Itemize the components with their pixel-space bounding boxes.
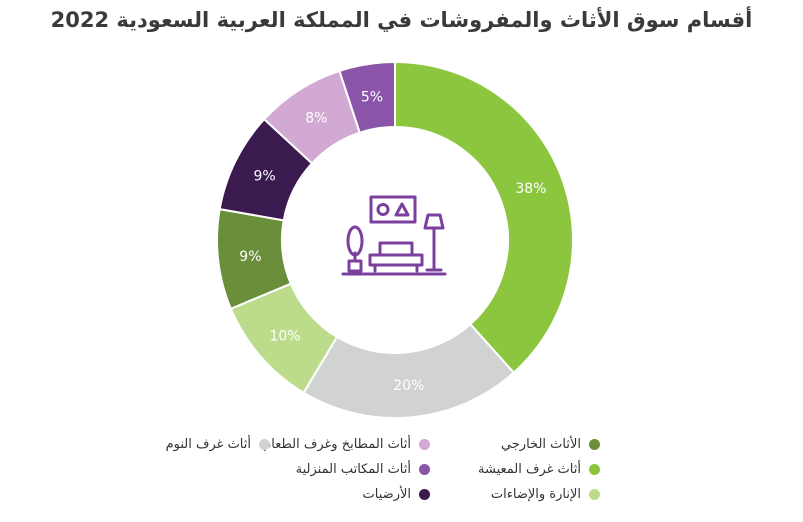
living-room-icon: [341, 195, 447, 276]
legend-label: أثاث المطابخ وغرف الطعام: [263, 437, 411, 452]
slice-value-label: 8%: [305, 111, 327, 127]
chart-title: أقسام سوق الأثاث والمفروشات في المملكة ا…: [50, 8, 753, 32]
donut-slices: [216, 60, 574, 419]
slice-labels: 38% 20% 10% 9% 9% 8% 5%: [239, 89, 546, 394]
legend-item: الإنارة والإضاءات: [430, 482, 600, 507]
legend-swatch: [419, 439, 430, 450]
slice-value-label: 9%: [239, 249, 261, 265]
slice-value-label: 20%: [393, 378, 424, 394]
legend-item: الأثاث الخارجي: [430, 432, 600, 457]
legend-label: الأرضيات: [362, 487, 411, 502]
legend-item: الأرضيات: [270, 482, 430, 507]
legend-swatch: [589, 464, 600, 475]
legend-label: أثاث المكاتب المنزلية: [295, 462, 411, 477]
legend-label: أثاث غرف المعيشة: [478, 462, 581, 477]
legend-label: الإنارة والإضاءات: [490, 487, 581, 502]
donut-slice: [394, 60, 574, 375]
legend-swatch: [259, 439, 270, 450]
legend-item: أثاث غرف النوم: [140, 432, 270, 457]
legend-item: أثاث المكاتب المنزلية: [270, 457, 430, 482]
legend-label: أثاث غرف النوم: [165, 437, 251, 452]
donut-slice: [338, 60, 396, 134]
legend-swatch: [419, 489, 430, 500]
slice-value-label: 9%: [254, 168, 276, 184]
chart-legend: الأثاث الخارجي أثاث غرف المعيشة الإنارة وا…: [140, 432, 600, 512]
slice-value-label: 10%: [269, 328, 300, 344]
legend-swatch: [589, 489, 600, 500]
slice-value-label: 5%: [361, 89, 383, 105]
legend-item: أثاث المطابخ وغرف الطعام: [263, 432, 430, 457]
slice-value-label: 38%: [515, 181, 546, 197]
legend-label: الأثاث الخارجي: [500, 437, 581, 452]
legend-item: أثاث غرف المعيشة: [430, 457, 600, 482]
legend-swatch: [589, 439, 600, 450]
legend-swatch: [419, 464, 430, 475]
